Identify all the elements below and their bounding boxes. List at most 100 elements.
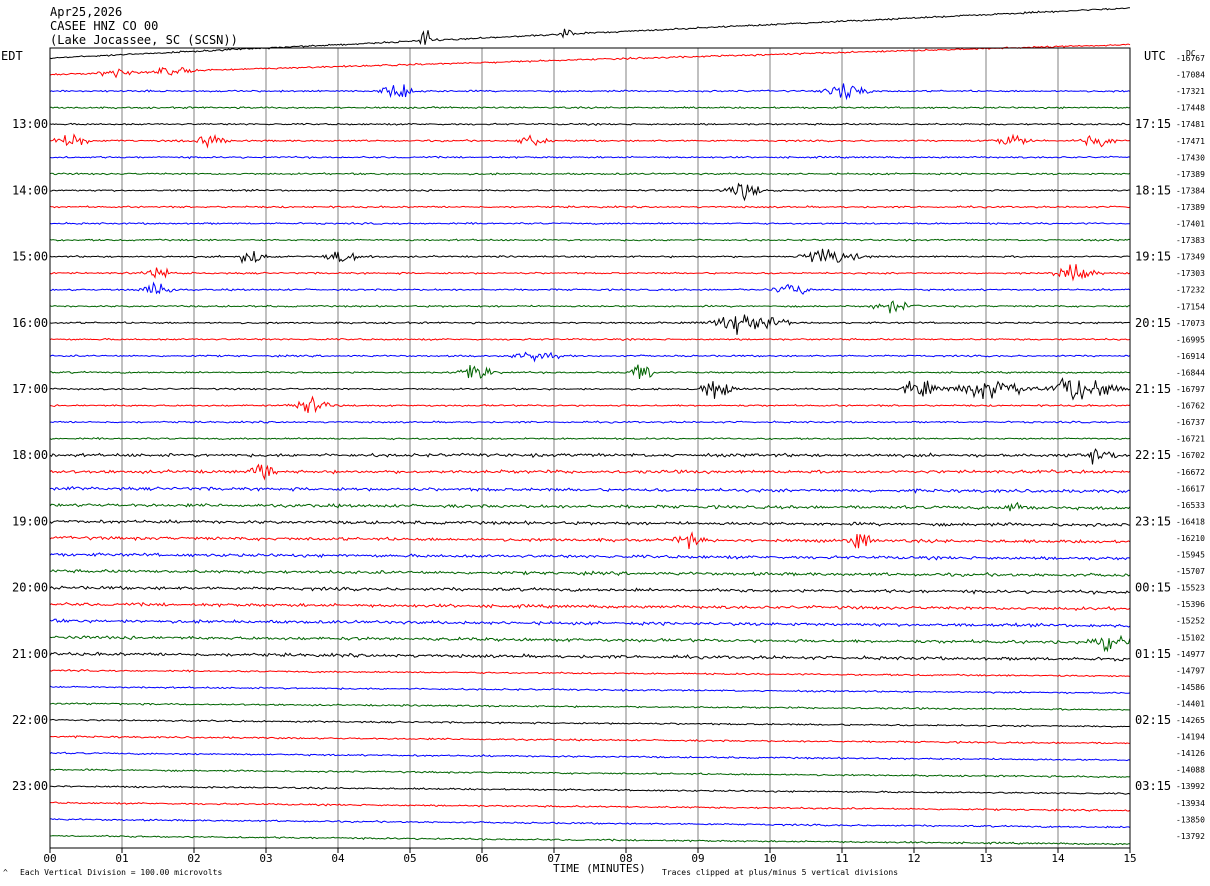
right-hour-label: 23:15 <box>1135 514 1171 528</box>
right-timezone-label: UTC <box>1144 49 1166 63</box>
trace-line <box>49 718 1131 728</box>
dc-offset-label: -15396 <box>1176 600 1205 609</box>
left-hour-label: 22:00 <box>12 713 48 727</box>
dc-offset-label: -14797 <box>1176 666 1205 675</box>
x-tick-label: 12 <box>907 852 920 865</box>
trace-line <box>49 155 1131 160</box>
dc-offset-label: -13934 <box>1176 799 1205 808</box>
dc-offset-label: -16533 <box>1176 501 1205 510</box>
trace-line <box>49 182 1130 202</box>
dc-offset-label: -16844 <box>1176 368 1205 377</box>
trace-line <box>49 264 1131 282</box>
trace-line <box>49 7 1131 60</box>
right-hour-label: 22:15 <box>1135 448 1171 462</box>
trace-line <box>50 801 1131 812</box>
x-tick-label: 09 <box>691 852 704 865</box>
x-tick-label: 03 <box>259 852 272 865</box>
dc-offset-label: -15707 <box>1176 567 1205 576</box>
trace-line <box>49 785 1131 795</box>
trace-line <box>49 205 1131 209</box>
x-tick-label: 13 <box>979 852 992 865</box>
dc-offset-label: -17073 <box>1176 319 1205 328</box>
dc-offset-label: -17471 <box>1176 137 1205 146</box>
dc-offset-label: -16995 <box>1176 335 1205 344</box>
dc-offset-label: -17154 <box>1176 302 1205 311</box>
dc-offset-label: -14977 <box>1176 650 1205 659</box>
trace-line <box>49 751 1131 762</box>
dc-offset-label: -17349 <box>1176 253 1205 262</box>
dc-offset-label: -15523 <box>1176 584 1205 593</box>
trace-line <box>49 834 1130 846</box>
dc-offset-label: -15102 <box>1176 633 1205 642</box>
trace-line <box>49 314 1131 335</box>
dc-offset-label: -16797 <box>1176 385 1205 394</box>
vertical-gridlines <box>121 48 1059 848</box>
x-tick-label: 14 <box>1051 852 1065 865</box>
dc-offset-label: -17084 <box>1176 71 1205 80</box>
header-date: Apr25,2026 <box>50 5 123 19</box>
trace-line <box>50 364 1131 379</box>
dc-offset-label: -17232 <box>1176 286 1205 295</box>
x-tick-label: 10 <box>763 852 776 865</box>
dc-offset-label: -17448 <box>1176 104 1205 113</box>
trace-line <box>50 568 1131 578</box>
trace-line <box>49 337 1131 342</box>
left-hour-label: 20:00 <box>12 581 48 595</box>
trace-line <box>49 501 1131 512</box>
trace-line <box>49 531 1131 550</box>
trace-line <box>49 281 1131 295</box>
dc-offset-label: -16617 <box>1176 484 1205 493</box>
x-axis-title: TIME (MINUTES) <box>553 862 646 875</box>
right-hour-label: 19:15 <box>1135 250 1171 264</box>
trace-line <box>49 768 1131 779</box>
dc-offset-label: -14401 <box>1176 699 1205 708</box>
dc-offset-label: -17389 <box>1176 203 1205 212</box>
right-hour-label: 18:15 <box>1135 183 1171 197</box>
trace-line <box>49 618 1131 628</box>
dc-offset-label: -17383 <box>1176 236 1205 245</box>
dc-offset-label: -16702 <box>1176 451 1205 460</box>
dc-offset-label: -16721 <box>1176 435 1205 444</box>
dc-offset-label: -17321 <box>1176 87 1205 96</box>
dc-offset-label: -17303 <box>1176 269 1205 278</box>
dc-offset-label: -16914 <box>1176 352 1205 361</box>
trace-line <box>49 43 1131 79</box>
dc-offset-label: -13850 <box>1176 815 1205 824</box>
dc-offset-labels: -16767 -17084 -17321 -17448 -17481 -17471 -174… <box>1176 54 1205 841</box>
dc-offset-label: -17481 <box>1176 120 1205 129</box>
dc-offset-label: -16737 <box>1176 418 1205 427</box>
dc-offset-label: -14194 <box>1176 733 1205 742</box>
header-location: (Lake Jocassee, SC (SCSN)) <box>50 33 238 47</box>
trace-line <box>49 651 1131 662</box>
x-axis-ticks: 00 01 02 03 04 05 06 07 08 09 10 11 12 13 14 15 <box>43 848 1137 865</box>
left-hour-label: 16:00 <box>12 316 48 330</box>
trace-line <box>49 248 1131 265</box>
trace-line <box>49 448 1131 465</box>
left-hour-label: 21:00 <box>12 647 48 661</box>
trace-line <box>49 122 1131 126</box>
trace-line <box>49 351 1131 363</box>
trace-line <box>50 420 1131 424</box>
trace-line <box>49 735 1131 745</box>
trace-line <box>50 106 1131 110</box>
left-hour-label: 17:00 <box>12 382 48 396</box>
dc-offset-label: -17384 <box>1176 186 1205 195</box>
dc-offset-label: -13792 <box>1176 832 1205 841</box>
dc-offset-label: -16762 <box>1176 402 1205 411</box>
x-tick-label: 15 <box>1123 852 1136 865</box>
dc-offset-label: -16210 <box>1176 534 1205 543</box>
dc-offset-label: -15945 <box>1176 551 1205 560</box>
right-hour-label: 20:15 <box>1135 316 1171 330</box>
x-tick-label: 04 <box>331 852 345 865</box>
dc-offset-label: -17401 <box>1176 220 1205 229</box>
trace-line <box>49 685 1131 695</box>
x-tick-label: 01 <box>115 852 128 865</box>
trace-line <box>49 83 1131 101</box>
x-tick-label: 05 <box>403 852 416 865</box>
left-hour-label: 18:00 <box>12 448 48 462</box>
dc-column-label: DC <box>1186 49 1196 58</box>
corner-mark: ^ <box>3 868 8 877</box>
plot-frame <box>49 47 1131 849</box>
trace-line <box>49 486 1131 494</box>
trace-line <box>49 436 1131 441</box>
